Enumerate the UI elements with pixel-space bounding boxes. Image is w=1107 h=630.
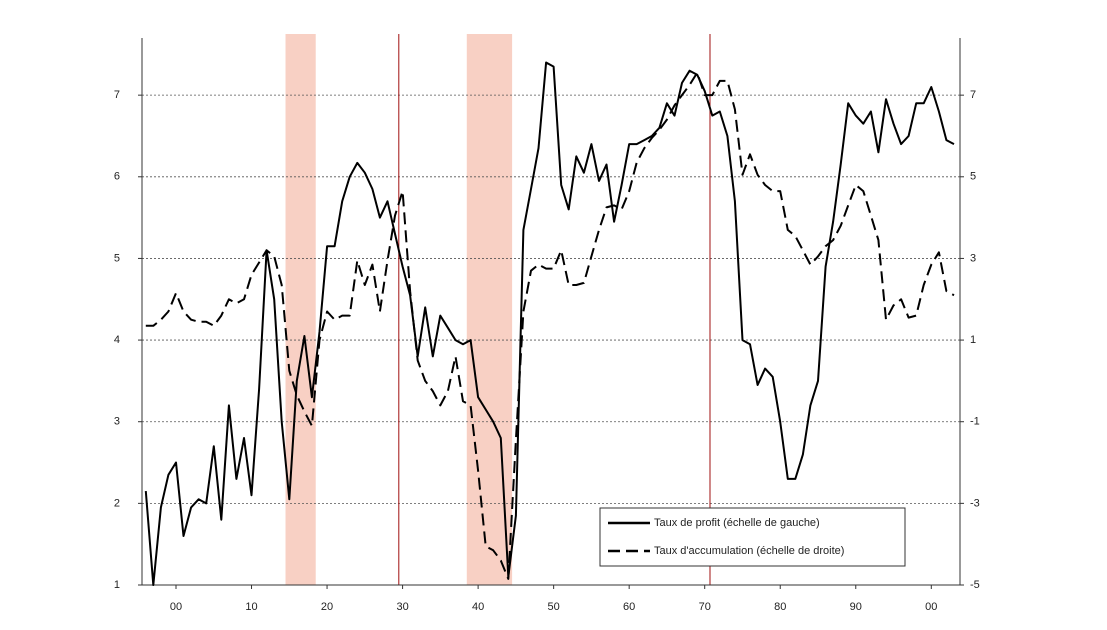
legend: Taux de profit (échelle de gauche) Taux d… [599,507,906,567]
y2-tick-label: -3 [970,497,980,509]
x-tick-label: 90 [850,601,862,613]
shaded-period [285,34,316,585]
y-tick-label: 7 [114,89,120,101]
series-line [144,61,955,586]
legend-label: Taux d'accumulation (échelle de droite) [654,545,844,557]
x-tick-label: 50 [548,601,560,613]
y2-tick-label: -5 [970,579,980,591]
y-tick-label: 5 [114,252,120,264]
legend-box [599,507,906,567]
y2-tick-label: 3 [970,252,976,264]
legend-label: Taux de profit (échelle de gauche) [654,517,820,529]
y-tick-label: 6 [114,171,120,183]
y-tick-label: 1 [114,579,120,591]
x-tick-label: 10 [245,601,257,613]
shaded-period [466,34,513,585]
series-line [145,71,955,580]
y2-tick-label: -1 [970,416,980,428]
y2-tick-label: 1 [970,334,976,346]
x-tick-label: 40 [472,601,484,613]
x-tick-label: 60 [623,601,635,613]
x-tick-label: 00 [925,601,937,613]
x-tick-label: 80 [774,601,786,613]
x-tick-label: 70 [699,601,711,613]
y-tick-label: 2 [114,497,120,509]
y-tick-label: 4 [114,334,120,346]
y2-tick-label: 7 [970,89,976,101]
x-tick-label: 00 [170,601,182,613]
x-tick-label: 30 [396,601,408,613]
y2-tick-label: 5 [970,171,976,183]
y-tick-label: 3 [114,416,120,428]
x-tick-label: 20 [321,601,333,613]
